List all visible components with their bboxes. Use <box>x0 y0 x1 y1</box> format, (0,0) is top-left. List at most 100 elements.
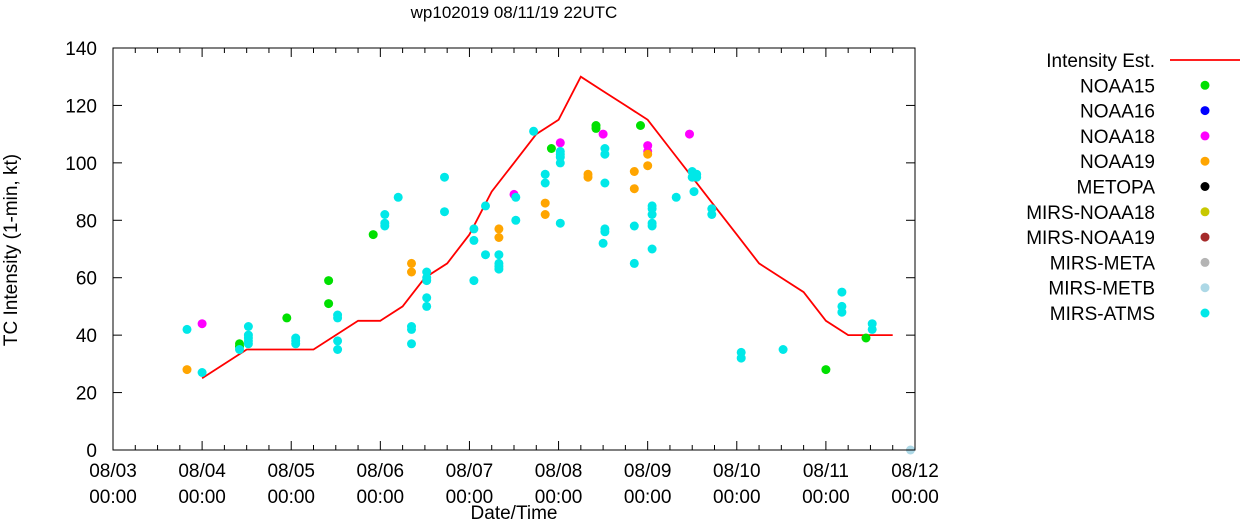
point-mirs-atms <box>197 368 207 377</box>
point-mirs-atms <box>243 339 253 349</box>
x-tick-label-time: 00:00 <box>178 487 226 508</box>
chart-title: wp102019 08/11/19 22UTC <box>410 3 618 22</box>
legend-label-mirs-metb: MIRS-METB <box>1048 279 1155 300</box>
y-tick-label: 40 <box>76 326 97 347</box>
legend-marker-mirs-meta <box>1200 257 1210 267</box>
y-tick-label: 0 <box>86 441 97 462</box>
legend-marker-noaa18 <box>1200 131 1210 141</box>
point-mirs-atms <box>469 276 479 286</box>
legend-marker-mirs-noaa18 <box>1200 207 1210 217</box>
point-mirs-atms <box>629 221 639 231</box>
legend: Intensity Est. NOAA15 NOAA16 NOAA18 NOAA19 ME… <box>1026 51 1240 325</box>
legend-label-noaa19: NOAA19 <box>1080 152 1155 173</box>
y-axis-label: TC Intensity (1-min, kt) <box>1 154 22 346</box>
legend-label-mirs-atms: MIRS-ATMS <box>1050 304 1155 325</box>
x-tick-label: 08/04 <box>178 461 226 482</box>
point-noaa15 <box>546 144 556 153</box>
point-noaa19 <box>407 258 416 268</box>
x-tick-label: 08/05 <box>267 461 315 482</box>
point-mirs-atms <box>440 172 449 182</box>
point-mirs-atms <box>407 324 416 334</box>
legend-marker-noaa19 <box>1200 156 1210 166</box>
point-noaa19 <box>643 149 653 159</box>
point-mirs-atms <box>647 244 657 254</box>
point-noaa19 <box>540 198 550 208</box>
legend-label-noaa15: NOAA15 <box>1080 76 1155 97</box>
point-mirs-atms <box>837 307 847 317</box>
x-axis-label: Date/Time <box>471 503 558 521</box>
point-mirs-atms <box>529 126 539 136</box>
point-mirs-atms <box>837 287 847 297</box>
x-tick-label: 08/03 <box>89 461 137 482</box>
legend-marker-noaa16 <box>1200 106 1210 116</box>
x-tick-label-time: 00:00 <box>89 487 137 508</box>
point-mirs-atms <box>333 336 343 346</box>
point-mirs-atms <box>380 210 390 219</box>
point-mirs-atms <box>867 324 877 334</box>
x-tick-label-time: 00:00 <box>891 487 939 508</box>
legend-label-intensity-est: Intensity Est. <box>1046 51 1155 72</box>
point-mirs-atms <box>598 238 608 248</box>
point-mirs-atms <box>469 224 479 234</box>
x-tick-label-time: 00:00 <box>624 487 672 508</box>
point-mirs-atms <box>333 345 343 354</box>
x-tick-label: 08/10 <box>713 461 761 482</box>
point-mirs-atms <box>600 178 610 188</box>
point-noaa19 <box>583 172 593 182</box>
y-tick-label: 60 <box>76 269 97 290</box>
point-noaa15 <box>368 230 378 240</box>
point-mirs-atms <box>380 221 390 231</box>
point-noaa19 <box>494 224 504 234</box>
point-noaa18 <box>197 319 207 329</box>
point-noaa19 <box>629 167 639 176</box>
x-tick-label: 08/09 <box>624 461 672 482</box>
point-noaa18 <box>555 138 565 148</box>
point-mirs-atms <box>235 345 244 354</box>
point-mirs-atms <box>707 210 717 219</box>
x-tick-label-time: 00:00 <box>713 487 761 508</box>
point-mirs-atms <box>243 322 253 331</box>
y-tick-label: 100 <box>65 154 97 175</box>
x-tick-label: 08/12 <box>891 461 939 482</box>
point-mirs-atms <box>182 324 192 334</box>
point-mirs-atms <box>736 353 746 363</box>
point-noaa18 <box>685 129 694 139</box>
legend-label-metopa: METOPA <box>1077 178 1156 199</box>
point-mirs-atms <box>511 192 521 202</box>
x-tick-label: 08/07 <box>446 461 494 482</box>
plot-frame <box>112 47 916 451</box>
point-noaa19 <box>643 161 653 171</box>
point-mirs-atms <box>647 221 657 231</box>
point-mirs-atms <box>600 227 610 237</box>
point-noaa15 <box>324 299 334 309</box>
tick-marks <box>112 47 916 451</box>
legend-marker-mirs-noaa19 <box>1200 232 1210 242</box>
point-mirs-atms <box>555 158 565 168</box>
point-noaa19 <box>182 365 192 375</box>
point-noaa19 <box>540 210 550 219</box>
x-tick-label-time: 00:00 <box>535 487 583 508</box>
legend-label-mirs-meta: MIRS-META <box>1050 253 1156 274</box>
legend-label-mirs-noaa18: MIRS-NOAA18 <box>1026 203 1155 224</box>
legend-marker-mirs-atms <box>1200 308 1210 318</box>
point-noaa15 <box>636 121 645 130</box>
point-mirs-atms <box>692 172 702 182</box>
point-noaa19 <box>629 184 639 194</box>
x-tick-label: 08/08 <box>535 461 583 482</box>
point-mirs-atms <box>671 192 681 202</box>
point-mirs-atms <box>629 258 639 268</box>
x-tick-label-time: 00:00 <box>357 487 405 508</box>
intensity-est-line <box>201 75 893 379</box>
point-mirs-atms <box>555 218 565 228</box>
point-noaa15 <box>861 333 871 343</box>
intensity-line-layer <box>201 75 893 379</box>
legend-label-noaa16: NOAA16 <box>1080 102 1155 123</box>
point-mirs-atms <box>600 149 610 159</box>
data-points-layer <box>182 121 915 455</box>
y-tick-label: 80 <box>76 211 97 232</box>
point-noaa18 <box>598 129 608 139</box>
point-noaa15 <box>591 123 601 133</box>
legend-label-mirs-noaa19: MIRS-NOAA19 <box>1026 228 1155 249</box>
point-mirs-atms <box>393 192 403 202</box>
point-noaa19 <box>407 267 416 277</box>
